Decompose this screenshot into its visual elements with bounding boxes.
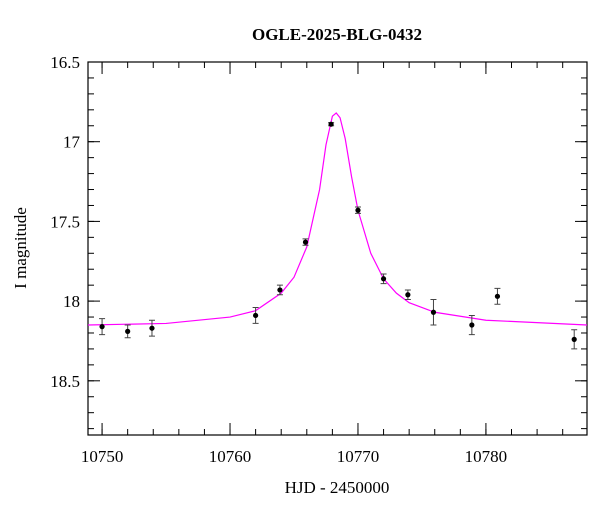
- x-tick-label: 10760: [209, 447, 252, 466]
- y-tick-label: 18: [63, 292, 80, 311]
- data-point: [430, 309, 437, 315]
- y-axis-label: I magnitude: [11, 207, 30, 289]
- data-point: [125, 328, 131, 334]
- y-tick-label: 18.5: [50, 372, 80, 391]
- model-line: [87, 112, 588, 326]
- data-point: [469, 322, 475, 328]
- x-tick-label: 10770: [337, 447, 380, 466]
- data-point: [355, 207, 361, 213]
- data-point: [149, 325, 155, 331]
- plot-frame: [87, 61, 588, 436]
- data-point: [494, 293, 501, 299]
- data-point: [253, 312, 259, 319]
- data-point: [328, 121, 334, 127]
- x-tick-label: 10750: [81, 447, 124, 466]
- y-tick-label: 17: [63, 133, 81, 152]
- chart-title: OGLE-2025-BLG-0432: [252, 25, 422, 44]
- data-point: [277, 287, 283, 293]
- data-point: [380, 276, 387, 282]
- x-axis-label: HJD - 2450000: [285, 478, 390, 497]
- data-point: [99, 324, 105, 330]
- data-point: [405, 292, 411, 298]
- y-tick-label: 16.5: [50, 53, 80, 72]
- x-tick-label: 10780: [465, 447, 508, 466]
- data-point: [571, 336, 577, 342]
- data-point: [302, 239, 309, 245]
- y-tick-label: 17.5: [50, 212, 80, 231]
